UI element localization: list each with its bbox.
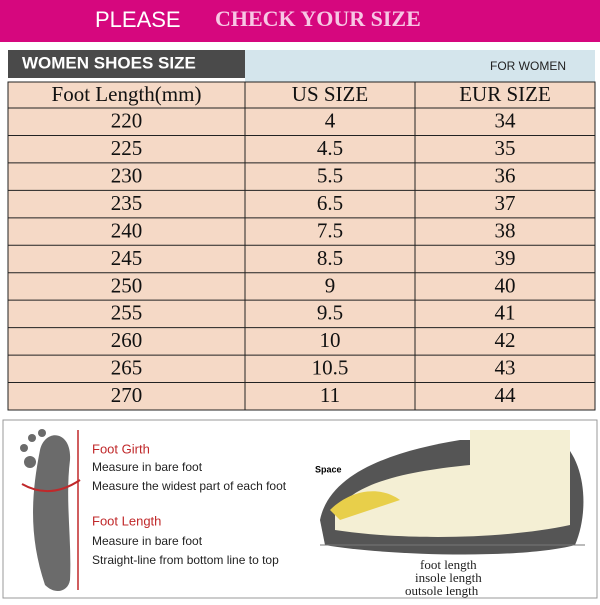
length-label: foot length [420,557,477,572]
cell: 240 [111,218,143,242]
cell: 9 [325,273,336,297]
cell: 8.5 [317,246,343,270]
cell: 9.5 [317,301,343,325]
cell: 38 [495,218,516,242]
column-header: Foot Length(mm) [52,82,202,106]
cell: 265 [111,356,143,380]
cell: 245 [111,246,143,270]
foot [335,430,570,537]
length-title: Foot Length [92,513,161,528]
cell: 44 [495,383,517,407]
subheader-title: WOMEN SHOES SIZE [22,53,196,72]
cell: 41 [495,301,516,325]
header-left: PLEASE [95,7,181,32]
cell: 220 [111,109,143,133]
cell: 36 [495,163,516,187]
cell: 260 [111,328,143,352]
length-label: outsole length [405,583,479,598]
cell: 10 [320,328,341,352]
cell: 35 [495,136,516,160]
cell: 37 [495,191,516,215]
space-label: Space [315,464,342,474]
girth-step: Measure the widest part of each foot [92,479,287,493]
space [330,491,400,520]
cell: 6.5 [317,191,343,215]
girth-line [21,479,81,493]
length-step: Straight-line from bottom line to top [92,553,279,567]
cell: 40 [495,273,516,297]
girth-step: Measure in bare foot [92,460,203,474]
subheader-note: FOR WOMEN [490,59,566,73]
cell: 250 [111,273,143,297]
column-header: EUR SIZE [459,82,551,106]
cell: 270 [111,383,143,407]
cell: 225 [111,136,143,160]
toe [20,444,28,452]
cell: 43 [495,356,516,380]
cell: 4 [325,109,336,133]
cell: 11 [320,383,340,407]
cell: 255 [111,301,143,325]
cell: 5.5 [317,163,343,187]
toe [38,429,46,437]
cell: 230 [111,163,143,187]
cell: 10.5 [312,356,349,380]
cell: 39 [495,246,516,270]
cell: 235 [111,191,143,215]
cell: 42 [495,328,516,352]
cell: 4.5 [317,136,343,160]
toe [24,456,36,468]
subheader-dark [8,50,245,78]
cell: 7.5 [317,218,343,242]
length-step: Measure in bare foot [92,534,203,548]
length-label: insole length [415,570,482,585]
cell: 34 [495,109,517,133]
header-bar [0,0,600,42]
subheader-light [245,50,595,82]
column-header: US SIZE [292,82,368,106]
header-right: CHECK YOUR SIZE [215,6,421,31]
toe [28,434,36,442]
footprint [33,435,71,592]
girth-title: Foot Girth [92,441,150,456]
